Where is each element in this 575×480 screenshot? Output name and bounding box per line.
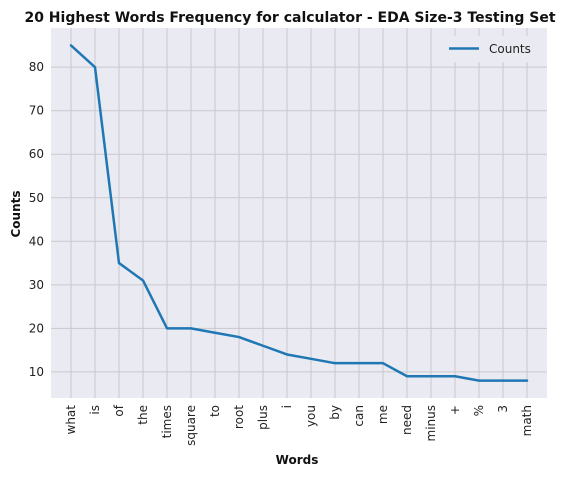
legend: Counts xyxy=(441,36,541,62)
legend-label: Counts xyxy=(489,42,531,56)
x-tick-label: me xyxy=(376,405,390,424)
x-tick-label: by xyxy=(328,405,342,420)
x-tick-label: 3 xyxy=(496,405,510,413)
data-point xyxy=(166,327,168,330)
y-tick-label: 40 xyxy=(29,234,44,248)
y-tick-label: 60 xyxy=(29,147,44,161)
y-axis-ticks: 10 20 30 40 50 60 70 80 xyxy=(29,60,44,379)
y-axis-title: Counts xyxy=(9,190,23,237)
data-point xyxy=(190,327,192,330)
x-tick-label: need xyxy=(400,405,414,435)
data-point xyxy=(454,375,456,378)
data-point xyxy=(502,379,504,382)
x-tick-label: % xyxy=(472,405,486,416)
y-tick-label: 10 xyxy=(29,365,44,379)
y-tick-label: 50 xyxy=(29,191,44,205)
y-tick-label: 20 xyxy=(29,321,44,335)
series-layer xyxy=(69,44,529,382)
x-tick-label: what xyxy=(64,405,78,435)
data-point xyxy=(430,375,432,378)
series-line xyxy=(69,44,529,382)
y-tick-label: 70 xyxy=(29,104,44,118)
data-point xyxy=(142,279,144,282)
data-point xyxy=(358,362,360,365)
chart-title: 20 Highest Words Frequency for calculato… xyxy=(24,10,555,26)
x-tick-label: i xyxy=(280,405,294,408)
plot-area xyxy=(51,28,547,398)
data-point xyxy=(526,379,528,382)
data-point xyxy=(286,353,288,356)
data-point xyxy=(334,362,336,365)
grid-lines xyxy=(51,28,547,398)
data-point xyxy=(214,331,216,334)
x-tick-label: you xyxy=(304,405,318,427)
data-point xyxy=(70,44,72,47)
data-point xyxy=(382,362,384,365)
x-tick-label: math xyxy=(520,405,534,436)
x-tick-label: to xyxy=(208,405,222,417)
x-axis-title: Words xyxy=(276,453,319,467)
data-point xyxy=(94,66,96,69)
x-tick-label: + xyxy=(448,405,462,415)
data-point xyxy=(118,262,120,265)
y-tick-label: 30 xyxy=(29,278,44,292)
y-tick-label: 80 xyxy=(29,60,44,74)
data-point xyxy=(310,357,312,360)
data-point xyxy=(238,336,240,339)
x-tick-label: minus xyxy=(424,405,438,442)
x-tick-label: root xyxy=(232,405,246,429)
x-tick-label: plus xyxy=(256,405,270,430)
x-tick-label: of xyxy=(112,404,126,416)
x-tick-label: times xyxy=(160,405,174,438)
data-point xyxy=(478,379,480,382)
x-tick-label: is xyxy=(88,405,102,415)
x-axis-ticks: what is of the times square to root plus i you by ca… xyxy=(64,404,534,446)
x-tick-label: can xyxy=(352,405,366,427)
x-tick-label: square xyxy=(184,405,198,446)
data-point xyxy=(406,375,408,378)
x-tick-label: the xyxy=(136,405,150,425)
data-point xyxy=(262,344,264,347)
